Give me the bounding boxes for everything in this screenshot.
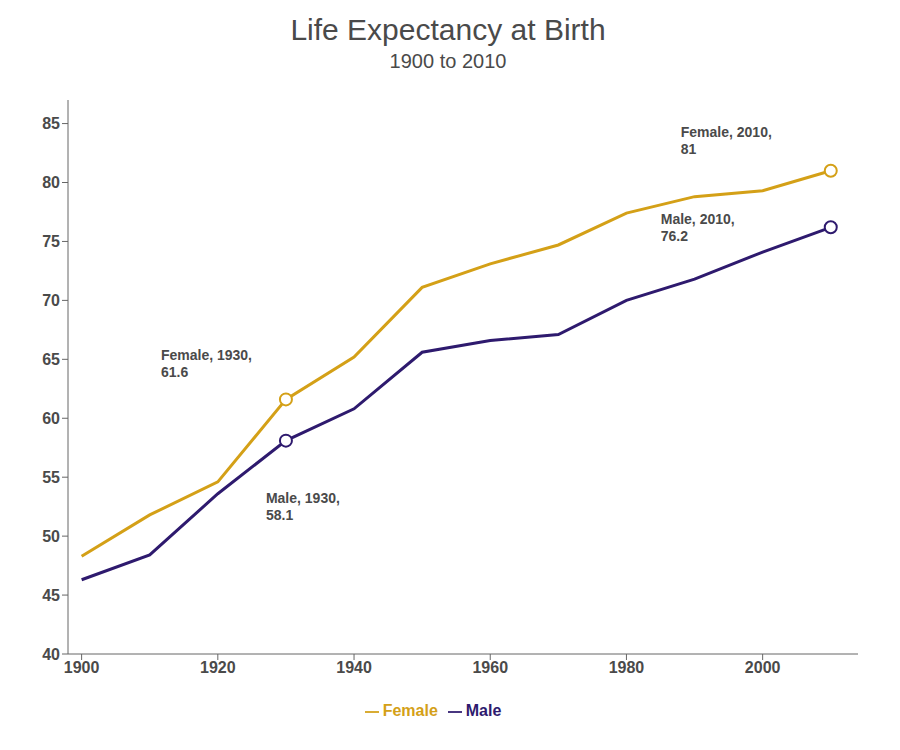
svg-text:1900: 1900 [64, 659, 100, 676]
html-text:1900 to 2010: 1900 to 2010 [389, 50, 507, 72]
svg-text:60: 60 [42, 410, 60, 427]
svg-text:80: 80 [42, 174, 60, 191]
svg-text:75: 75 [42, 233, 60, 250]
html-text:Female: Female [382, 702, 438, 719]
svg-text:55: 55 [42, 469, 60, 486]
svg-text:85: 85 [42, 115, 60, 132]
svg-text:Male, 2010,76.2: Male, 2010,76.2 [661, 211, 735, 244]
svg-text:65: 65 [42, 351, 60, 368]
svg-text:40: 40 [42, 646, 60, 663]
html-text:Male: Male [465, 702, 502, 719]
html-text:Life Expectancy at Birth: Life Expectancy at Birth [290, 13, 606, 46]
svg-text:Male, 1930,58.1: Male, 1930,58.1 [266, 490, 340, 523]
svg-text:1940: 1940 [336, 659, 372, 676]
svg-text:Female, 1930,61.6: Female, 1930,61.6 [161, 347, 252, 380]
svg-text:1980: 1980 [609, 659, 645, 676]
svg-text:1920: 1920 [200, 659, 236, 676]
svg-text:45: 45 [42, 587, 60, 604]
svg-text:70: 70 [42, 292, 60, 309]
svg-text:1960: 1960 [472, 659, 508, 676]
svg-text:50: 50 [42, 528, 60, 545]
svg-text:2000: 2000 [745, 659, 781, 676]
svg-text:Female, 2010,81: Female, 2010,81 [681, 124, 772, 157]
